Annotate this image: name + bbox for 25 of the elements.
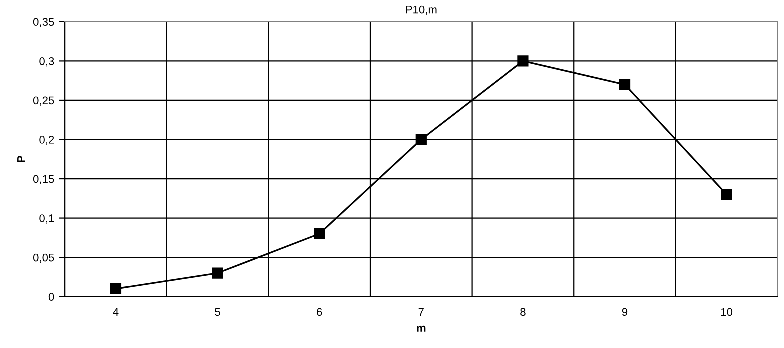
point (619, 79, 631, 90)
y-tick-label: 0,05 (33, 254, 54, 264)
y-tick-label: 0,1 (40, 214, 54, 224)
x-tick-label: 6 (317, 308, 322, 316)
point (518, 56, 529, 67)
chart-title: P10,m (406, 6, 437, 16)
point (110, 283, 122, 295)
y-tick-label: 0,15 (33, 175, 54, 184)
x-tick-label: 9 (622, 308, 628, 316)
y-tick-label: 0,25 (33, 96, 54, 106)
point (416, 134, 427, 146)
y-tick-label: 0,2 (40, 136, 54, 146)
y-tick-label: 0,35 (33, 18, 54, 28)
x-tick-label: 8 (520, 308, 526, 316)
x-tick-label: 7 (418, 308, 424, 316)
x-axis-title: m (417, 326, 426, 332)
x-tick-label: 10 (721, 308, 733, 316)
x-tick-label: 4 (113, 308, 119, 316)
y-axis-title: P (18, 156, 26, 162)
point (314, 228, 326, 240)
x-tick-label: 5 (215, 308, 220, 316)
y-tick-label: 0,3 (40, 57, 54, 67)
y-tick-label: 0 (48, 293, 54, 301)
point (721, 189, 732, 200)
point (212, 268, 224, 279)
